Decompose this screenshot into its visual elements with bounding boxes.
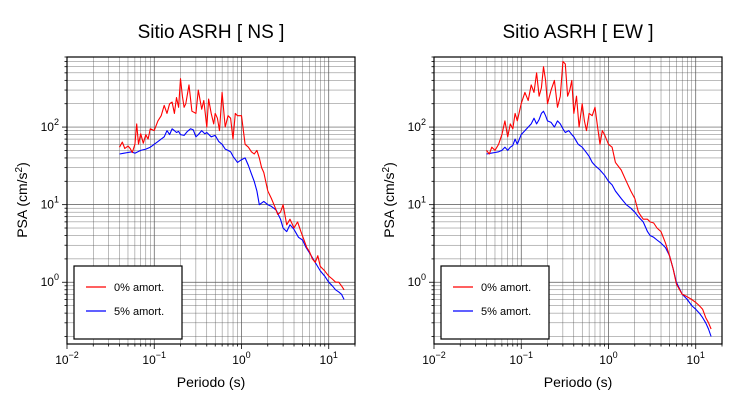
chart-ns: Sitio ASRH [ NS ] 10−2 10−1 100 10110010110… [14,22,356,390]
y-axis-label-close: ) [381,162,397,167]
chart-ew: Sitio ASRH [ EW ] 10−2 10−1 100 10110010110… [381,22,723,390]
y-axis-label: PSA (cm/s2) [14,162,30,238]
legend-label-0: 0% amort. [114,282,164,294]
legend-label-0: 0% amort. [481,282,531,294]
y-tick-label: 100 [408,272,426,289]
legend-label-1: 5% amort. [481,306,531,318]
plot-frame [66,56,356,345]
legend-box [440,265,550,340]
y-tick-label: 101 [408,195,426,212]
y-axis-label-sup: 2 [381,166,392,172]
chart-title: Sitio ASRH [ EW ] [503,22,654,43]
y-tick-label: 101 [41,195,59,212]
series-line-amort-5 [119,128,345,300]
series-line-amort-0 [119,78,345,291]
plot-frame [433,56,723,345]
x-tick-label: 101 [687,350,705,367]
x-tick-label: 101 [320,350,338,367]
y-tick-label: 102 [408,117,426,134]
x-tick-label: 100 [232,350,250,367]
series-layer [119,78,345,300]
legend: 0% amort. 5% amort. [440,265,550,340]
y-axis-label: PSA (cm/s2) [381,162,397,238]
tick-labels: 10−2 10−1 100 101 100 101 102 [41,117,338,367]
tick-labels: 10−2 10−1 100 101 100 101 102 [408,117,705,367]
x-axis-label: Periodo (s) [544,374,612,390]
y-axis-label-main: PSA (cm/s [381,172,397,237]
y-axis-label-sup: 2 [14,166,25,172]
chart-title: Sitio ASRH [ NS ] [138,22,285,43]
x-tick-label: 10−2 [55,350,79,367]
x-tick-label: 10−2 [422,350,446,367]
x-tick-label: 100 [599,350,617,367]
legend-box [73,265,183,340]
x-tick-label: 10−1 [142,350,166,367]
series-line-amort-0 [486,60,712,330]
series-layer [486,60,712,337]
legend-label-1: 5% amort. [114,306,164,318]
legend: 0% amort. 5% amort. [73,265,183,340]
y-axis-label-main: PSA (cm/s [14,172,30,237]
y-axis-label-close: ) [14,162,30,167]
x-axis-label: Periodo (s) [177,374,245,390]
y-tick-label: 100 [41,272,59,289]
y-tick-label: 102 [41,117,59,134]
x-tick-label: 10−1 [509,350,533,367]
